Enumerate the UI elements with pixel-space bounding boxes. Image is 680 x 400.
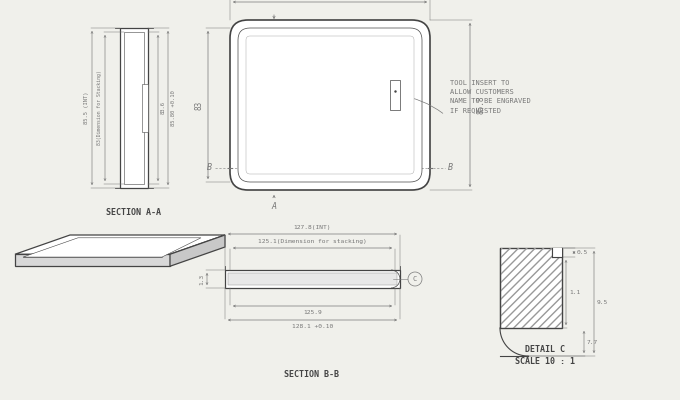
Text: 125: 125	[323, 130, 337, 139]
Bar	[120, 28, 148, 188]
Text: 83: 83	[195, 100, 204, 110]
FancyBboxPatch shape	[230, 20, 430, 190]
Text: SECTION A-A: SECTION A-A	[107, 208, 162, 217]
Bar	[142, 84, 148, 132]
Text: 83(Dimension for Stacking): 83(Dimension for Stacking)	[97, 71, 102, 145]
Text: 1.3: 1.3	[199, 273, 204, 285]
Polygon shape	[15, 235, 225, 254]
Text: 128.1 +0.10: 128.1 +0.10	[292, 324, 333, 329]
Bar	[390, 80, 400, 110]
Text: B: B	[448, 164, 453, 172]
Circle shape	[408, 272, 422, 286]
Text: 83.6: 83.6	[161, 102, 166, 114]
Polygon shape	[170, 235, 225, 266]
Text: SCALE 10 : 1: SCALE 10 : 1	[515, 357, 575, 366]
FancyBboxPatch shape	[246, 36, 414, 174]
Text: 85.5 (INT): 85.5 (INT)	[84, 92, 89, 124]
Text: A: A	[271, 202, 277, 211]
Text: 85.8: 85.8	[476, 96, 485, 114]
Text: B: B	[207, 164, 212, 172]
FancyBboxPatch shape	[238, 28, 422, 182]
Bar	[225, 270, 400, 288]
Text: 125.1(Dimension for stacking): 125.1(Dimension for stacking)	[258, 239, 367, 244]
Bar	[500, 248, 562, 328]
Text: 85.80 +0.10: 85.80 +0.10	[171, 90, 176, 126]
Bar	[124, 32, 144, 184]
Polygon shape	[15, 254, 170, 266]
Bar	[500, 248, 562, 328]
Text: 127.8(INT): 127.8(INT)	[294, 225, 331, 230]
Text: 9.5: 9.5	[597, 300, 608, 304]
Text: 125.9: 125.9	[303, 310, 322, 315]
Text: C: C	[413, 276, 417, 282]
Bar	[552, 248, 562, 257]
Bar	[552, 248, 562, 257]
Text: TOOL INSERT TO
ALLOW CUSTOMERS
NAME TO BE ENGRAVED
IF REQUESTED: TOOL INSERT TO ALLOW CUSTOMERS NAME TO B…	[450, 80, 531, 113]
Text: SECTION B-B: SECTION B-B	[284, 370, 339, 379]
Text: 0.5: 0.5	[577, 250, 588, 255]
Text: 1.1: 1.1	[569, 290, 580, 295]
Bar	[228, 273, 397, 285]
Text: 7.7: 7.7	[587, 340, 598, 344]
Text: DETAIL C: DETAIL C	[525, 345, 565, 354]
Polygon shape	[23, 238, 201, 257]
